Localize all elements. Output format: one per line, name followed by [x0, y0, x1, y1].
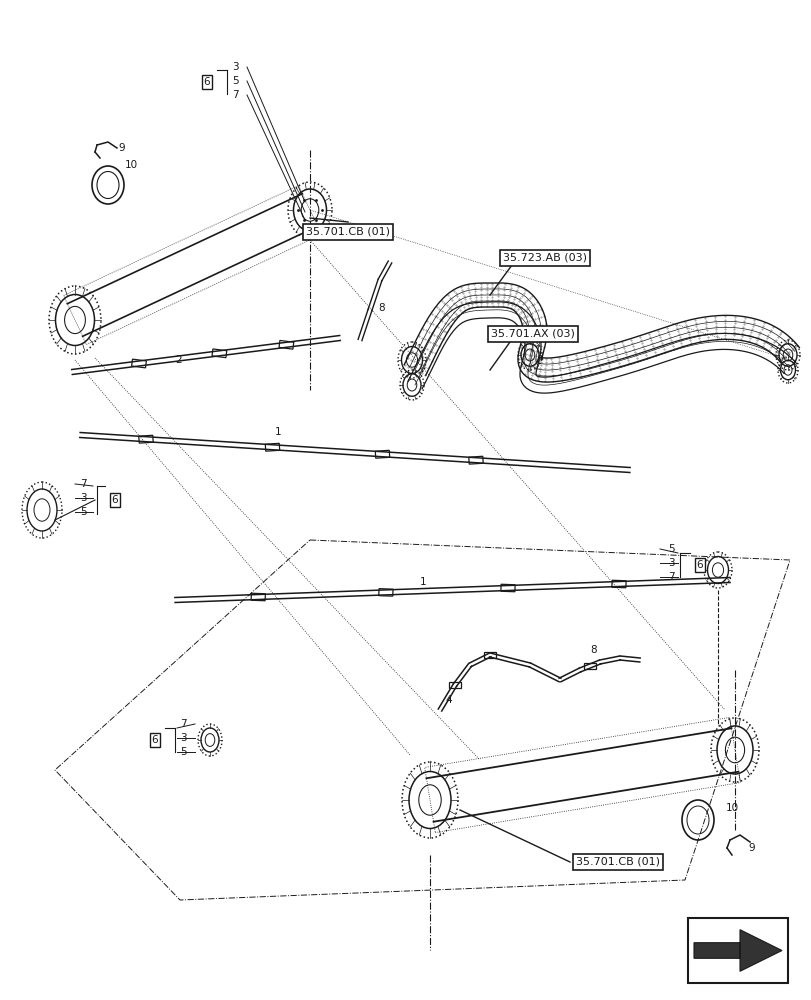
Text: 35.723.AB (03): 35.723.AB (03) [502, 253, 586, 263]
Text: 6: 6 [204, 77, 210, 87]
Text: 1: 1 [275, 427, 281, 437]
Text: 5: 5 [667, 544, 674, 554]
FancyBboxPatch shape [212, 349, 226, 358]
Text: 35.701.AX (03): 35.701.AX (03) [491, 329, 574, 339]
Polygon shape [693, 930, 781, 971]
Text: 6: 6 [696, 560, 702, 570]
FancyBboxPatch shape [375, 450, 389, 458]
Text: 9: 9 [747, 843, 753, 853]
Text: 4: 4 [444, 695, 451, 705]
Text: 8: 8 [590, 645, 596, 655]
FancyBboxPatch shape [448, 682, 461, 688]
Text: 3: 3 [80, 493, 87, 503]
Text: 35.701.CB (01): 35.701.CB (01) [575, 857, 659, 867]
Text: 2: 2 [175, 355, 182, 365]
FancyBboxPatch shape [378, 589, 393, 596]
Text: 1: 1 [419, 577, 426, 587]
Text: 10: 10 [125, 160, 138, 170]
Text: 3: 3 [180, 733, 187, 743]
FancyBboxPatch shape [687, 918, 787, 983]
Text: 7: 7 [667, 572, 674, 582]
Text: 10: 10 [725, 803, 738, 813]
Text: 7: 7 [80, 479, 87, 489]
Text: 5: 5 [180, 747, 187, 757]
Text: 35.701.CB (01): 35.701.CB (01) [306, 227, 389, 237]
Text: 7: 7 [180, 719, 187, 729]
Text: 8: 8 [378, 303, 384, 313]
Text: 3: 3 [232, 62, 238, 72]
FancyBboxPatch shape [611, 580, 625, 588]
Text: 3: 3 [667, 558, 674, 568]
FancyBboxPatch shape [279, 340, 294, 349]
Text: 5: 5 [80, 507, 87, 517]
FancyBboxPatch shape [583, 663, 595, 669]
Text: 6: 6 [112, 495, 118, 505]
Text: 6: 6 [152, 735, 158, 745]
Text: 7: 7 [232, 90, 238, 100]
FancyBboxPatch shape [468, 456, 483, 464]
FancyBboxPatch shape [265, 443, 279, 451]
FancyBboxPatch shape [251, 593, 265, 601]
Text: 9: 9 [118, 143, 124, 153]
FancyBboxPatch shape [483, 652, 496, 658]
FancyBboxPatch shape [139, 435, 153, 443]
FancyBboxPatch shape [131, 359, 146, 368]
Text: 5: 5 [232, 76, 238, 86]
FancyBboxPatch shape [500, 584, 514, 592]
